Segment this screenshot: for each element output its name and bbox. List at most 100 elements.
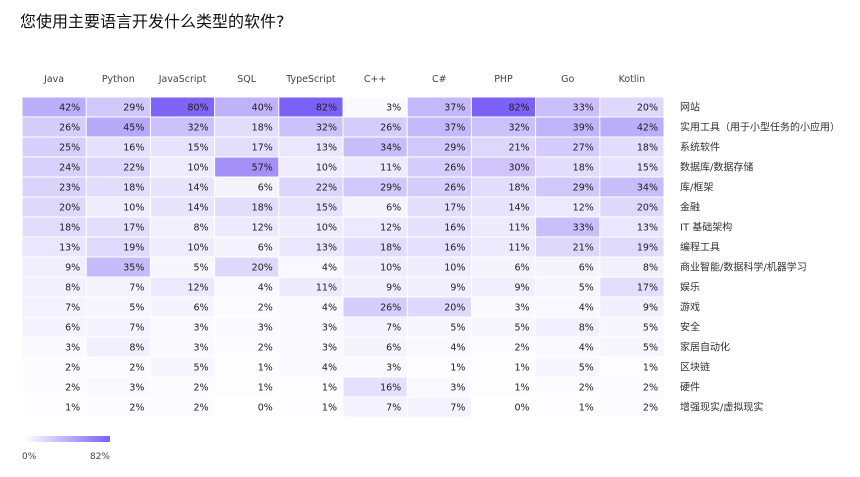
heatmap-cell bbox=[279, 117, 343, 137]
heatmap-cell bbox=[536, 137, 600, 157]
heatmap-cell bbox=[471, 157, 536, 177]
heatmap-cell bbox=[600, 337, 664, 357]
heatmap-cell bbox=[150, 217, 215, 237]
cell-value-label: 7% bbox=[129, 283, 144, 294]
heatmap-cell bbox=[150, 317, 215, 337]
row-label: 网站 bbox=[680, 101, 700, 114]
row-label: 数据库/数据存储 bbox=[680, 161, 753, 174]
heatmap-cell bbox=[471, 177, 536, 197]
heatmap-cell bbox=[22, 97, 86, 117]
heatmap-cell bbox=[150, 257, 215, 277]
heatmap-cell bbox=[150, 157, 215, 177]
heatmap-cell bbox=[407, 237, 471, 257]
heatmap-cell bbox=[22, 297, 86, 317]
heatmap-cell bbox=[279, 177, 343, 197]
cell-value-label: 20% bbox=[637, 203, 658, 214]
column-label: C++ bbox=[364, 74, 387, 85]
cell-value-label: 26% bbox=[444, 163, 465, 174]
heatmap-cell bbox=[86, 217, 150, 237]
heatmap-cell bbox=[150, 97, 215, 117]
cell-value-label: 26% bbox=[444, 183, 465, 194]
heatmap-cell bbox=[86, 177, 150, 197]
cell-value-label: 3% bbox=[450, 383, 465, 394]
cell-value-label: 18% bbox=[573, 163, 594, 174]
cell-value-label: 29% bbox=[123, 103, 144, 114]
heatmap-cell bbox=[86, 297, 150, 317]
cell-value-label: 26% bbox=[380, 303, 401, 314]
cell-value-label: 1% bbox=[450, 363, 465, 374]
cell-value-label: 6% bbox=[258, 243, 273, 254]
heatmap-cell bbox=[86, 317, 150, 337]
legend-max-label: 82% bbox=[90, 452, 110, 462]
heatmap-cell bbox=[343, 357, 407, 377]
cell-value-label: 5% bbox=[579, 363, 594, 374]
heatmap-cell bbox=[471, 197, 536, 217]
heatmap-cell bbox=[471, 317, 536, 337]
cell-value-label: 2% bbox=[643, 383, 658, 394]
heatmap-cell bbox=[600, 377, 664, 397]
cell-value-label: 10% bbox=[316, 163, 337, 174]
cell-value-label: 15% bbox=[637, 163, 658, 174]
heatmap-cell bbox=[536, 377, 600, 397]
heatmap-cell bbox=[215, 277, 279, 297]
cell-value-label: 3% bbox=[194, 343, 209, 354]
heatmap-cell bbox=[150, 177, 215, 197]
cell-value-label: 5% bbox=[450, 323, 465, 334]
heatmap-cell bbox=[536, 257, 600, 277]
cell-value-label: 1% bbox=[258, 363, 273, 374]
heatmap-cell bbox=[343, 277, 407, 297]
heatmap-cell bbox=[407, 397, 471, 417]
cell-value-label: 32% bbox=[316, 123, 337, 134]
heatmap-cell bbox=[86, 357, 150, 377]
heatmap-cell bbox=[150, 397, 215, 417]
heatmap-cell bbox=[86, 257, 150, 277]
cell-value-label: 6% bbox=[386, 343, 401, 354]
cell-value-label: 8% bbox=[579, 323, 594, 334]
cell-value-label: 2% bbox=[515, 343, 530, 354]
cell-value-label: 11% bbox=[508, 223, 529, 234]
cell-value-label: 13% bbox=[316, 243, 337, 254]
row-label: 库/框架 bbox=[680, 181, 713, 194]
row-label: 区块链 bbox=[680, 361, 710, 374]
row-label: 游戏 bbox=[680, 301, 700, 314]
heatmap-cell bbox=[407, 357, 471, 377]
cell-value-label: 16% bbox=[444, 223, 465, 234]
cell-value-label: 5% bbox=[579, 283, 594, 294]
cell-value-label: 6% bbox=[386, 203, 401, 214]
heatmap-cell bbox=[407, 317, 471, 337]
cell-value-label: 10% bbox=[123, 203, 144, 214]
heatmap-cell bbox=[215, 217, 279, 237]
legend-gradient-bar bbox=[24, 436, 110, 442]
cell-value-label: 13% bbox=[59, 243, 80, 254]
heatmap-cell bbox=[279, 97, 343, 117]
heatmap-cell bbox=[150, 117, 215, 137]
cell-value-label: 16% bbox=[444, 243, 465, 254]
heatmap-cell bbox=[536, 157, 600, 177]
heatmap-cell bbox=[407, 197, 471, 217]
heatmap-cell bbox=[150, 137, 215, 157]
row-label: 硬件 bbox=[680, 382, 700, 394]
heatmap-cell bbox=[600, 317, 664, 337]
cell-value-label: 17% bbox=[123, 223, 144, 234]
heatmap-cell bbox=[215, 397, 279, 417]
cell-value-label: 6% bbox=[515, 263, 530, 274]
heatmap-cell bbox=[22, 357, 86, 377]
heatmap-cell bbox=[279, 197, 343, 217]
cell-value-label: 10% bbox=[316, 223, 337, 234]
cell-value-label: 20% bbox=[59, 203, 80, 214]
heatmap-cell bbox=[215, 177, 279, 197]
heatmap-cell bbox=[279, 317, 343, 337]
cell-value-label: 82% bbox=[508, 103, 529, 114]
cell-value-label: 30% bbox=[508, 163, 529, 174]
heatmap-cell bbox=[600, 357, 664, 377]
cell-value-label: 9% bbox=[643, 303, 658, 314]
cell-value-label: 4% bbox=[322, 263, 337, 274]
heatmap-cell bbox=[279, 277, 343, 297]
heatmap-cell bbox=[279, 397, 343, 417]
cell-value-label: 42% bbox=[59, 103, 80, 114]
heatmap-cell bbox=[215, 137, 279, 157]
heatmap-cell bbox=[215, 197, 279, 217]
cell-value-label: 19% bbox=[637, 243, 658, 254]
heatmap-cell bbox=[407, 177, 471, 197]
